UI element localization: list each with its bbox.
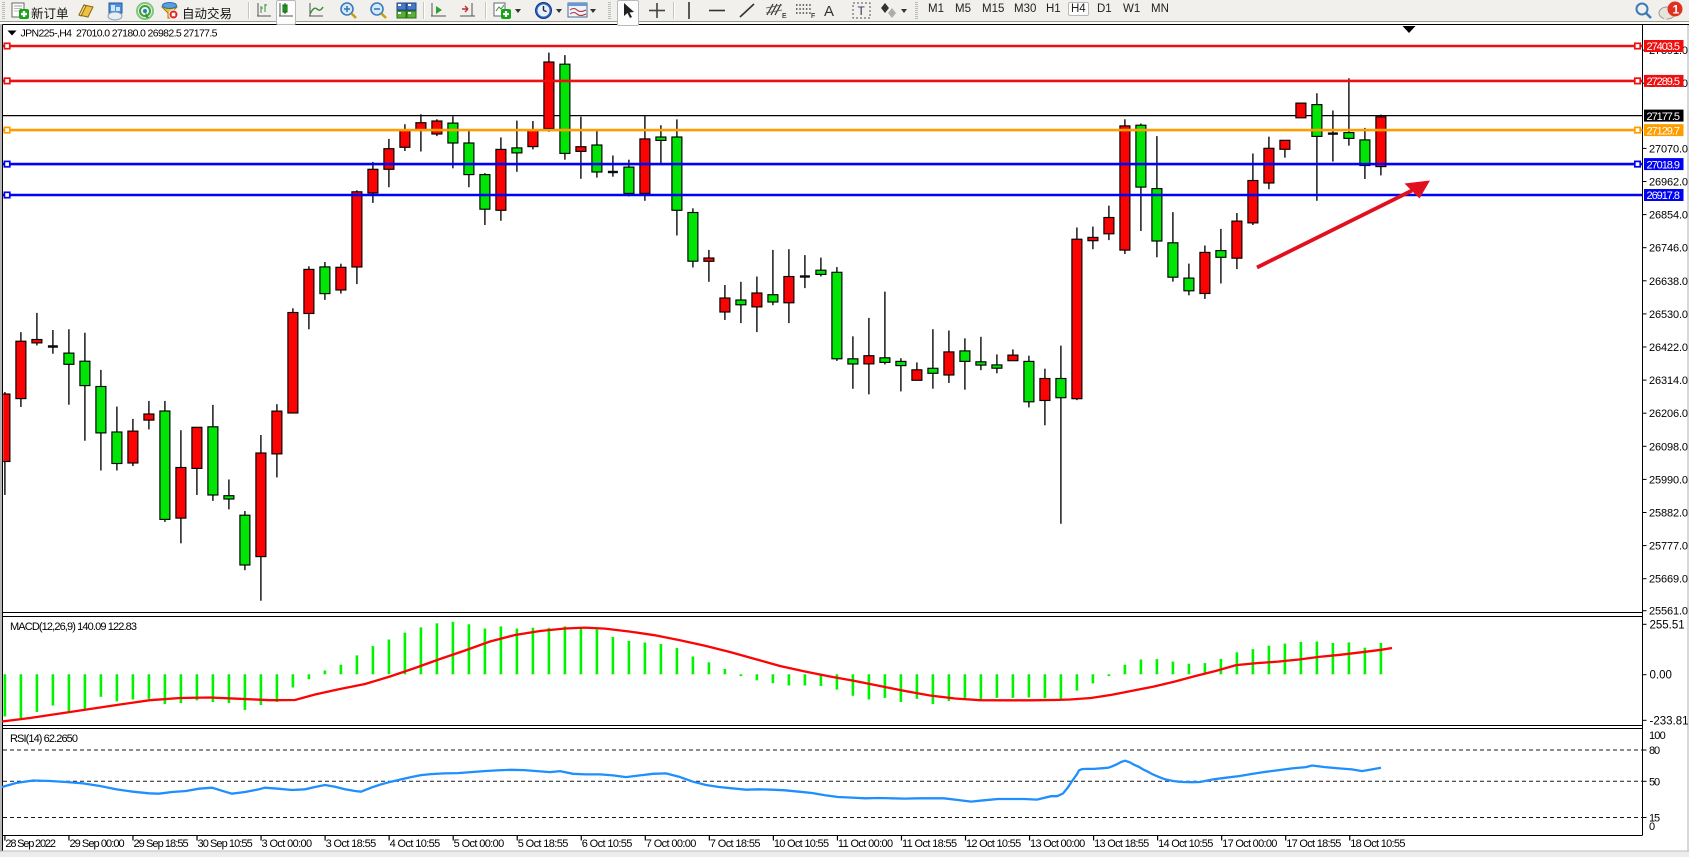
svg-text:11 Oct 18:55: 11 Oct 18:55 [902, 838, 957, 850]
svg-text:27177.5: 27177.5 [1647, 111, 1681, 123]
svg-text:T: T [858, 4, 866, 18]
svg-text:5 Oct 18:55: 5 Oct 18:55 [518, 838, 569, 850]
svg-text:4 Oct 10:55: 4 Oct 10:55 [390, 838, 441, 850]
svg-text:E: E [782, 13, 787, 20]
svg-text:27289.5: 27289.5 [1647, 76, 1681, 88]
svg-text:RSI(14) 62.2650: RSI(14) 62.2650 [10, 733, 78, 745]
svg-text:255.51: 255.51 [1650, 619, 1685, 631]
svg-text:25882.0: 25882.0 [1649, 508, 1688, 520]
svg-text:80: 80 [1649, 745, 1660, 757]
svg-text:17 Oct 18:55: 17 Oct 18:55 [1286, 838, 1341, 850]
svg-text:27070.0: 27070.0 [1649, 143, 1688, 155]
svg-text:JPN225-,H4 27010.0 27180.0 26: JPN225-,H4 27010.0 27180.0 26982.5 27177… [21, 28, 218, 40]
svg-text:25561.0: 25561.0 [1649, 606, 1688, 618]
svg-text:3 Oct 18:55: 3 Oct 18:55 [326, 838, 377, 850]
svg-text:13 Oct 18:55: 13 Oct 18:55 [1094, 838, 1149, 850]
svg-text:30 Sep 10:55: 30 Sep 10:55 [198, 838, 253, 850]
svg-text:12 Oct 10:55: 12 Oct 10:55 [966, 838, 1021, 850]
svg-text:100: 100 [1649, 730, 1666, 742]
svg-text:11 Oct 00:00: 11 Oct 00:00 [838, 838, 893, 850]
svg-text:26422.0: 26422.0 [1649, 342, 1688, 354]
svg-text:25990.0: 25990.0 [1649, 474, 1688, 486]
svg-text:14 Oct 10:55: 14 Oct 10:55 [1158, 838, 1213, 850]
svg-text:26098.0: 26098.0 [1649, 441, 1688, 453]
svg-text:0.00: 0.00 [1650, 670, 1672, 682]
svg-text:3 Oct 00:00: 3 Oct 00:00 [262, 838, 313, 850]
svg-text:26746.0: 26746.0 [1649, 243, 1688, 255]
svg-text:26314.0: 26314.0 [1649, 375, 1688, 387]
svg-text:F: F [811, 13, 815, 20]
svg-text:27403.5: 27403.5 [1647, 41, 1681, 53]
svg-text:6 Oct 10:55: 6 Oct 10:55 [582, 838, 633, 850]
svg-text:29 Sep 18:55: 29 Sep 18:55 [133, 838, 188, 850]
svg-text:26638.0: 26638.0 [1649, 276, 1688, 288]
svg-text:18 Oct 10:55: 18 Oct 10:55 [1350, 838, 1405, 850]
svg-text:10 Oct 10:55: 10 Oct 10:55 [774, 838, 829, 850]
svg-text:26962.0: 26962.0 [1649, 177, 1688, 189]
svg-text:25669.0: 25669.0 [1649, 574, 1688, 586]
svg-text:26917.8: 26917.8 [1647, 190, 1681, 202]
svg-text:-233.81: -233.81 [1650, 715, 1689, 727]
svg-text:27129.7: 27129.7 [1647, 125, 1681, 137]
svg-text:50: 50 [1649, 776, 1660, 788]
svg-text:MACD(12,26,9) 140.09 122.83: MACD(12,26,9) 140.09 122.83 [10, 621, 137, 633]
svg-text:7 Oct 18:55: 7 Oct 18:55 [710, 838, 761, 850]
svg-text:27018.9: 27018.9 [1647, 159, 1681, 171]
svg-text:0: 0 [1649, 821, 1655, 833]
svg-text:13 Oct 00:00: 13 Oct 00:00 [1030, 838, 1085, 850]
svg-text:A: A [824, 3, 834, 20]
svg-text:25777.0: 25777.0 [1649, 541, 1688, 553]
svg-text:26530.0: 26530.0 [1649, 309, 1688, 321]
svg-text:15: 15 [1649, 813, 1660, 825]
svg-text:17 Oct 00:00: 17 Oct 00:00 [1222, 838, 1277, 850]
svg-text:29 Sep 00:00: 29 Sep 00:00 [69, 838, 124, 850]
svg-text:5 Oct 00:00: 5 Oct 00:00 [454, 838, 505, 850]
svg-text:1: 1 [1673, 3, 1680, 17]
svg-text:7 Oct 00:00: 7 Oct 00:00 [646, 838, 697, 850]
svg-text:26854.0: 26854.0 [1649, 210, 1688, 222]
svg-text:26206.0: 26206.0 [1649, 408, 1688, 420]
svg-text:28 Sep 2022: 28 Sep 2022 [5, 838, 56, 850]
